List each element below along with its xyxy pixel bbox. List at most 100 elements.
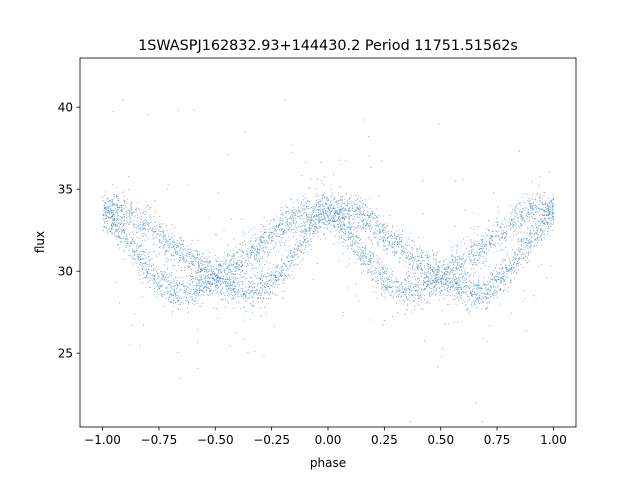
data-point: [463, 291, 465, 293]
data-point: [317, 263, 318, 264]
data-point: [468, 250, 470, 252]
data-point: [428, 264, 430, 265]
data-point: [419, 253, 421, 255]
data-point: [170, 238, 172, 240]
data-point: [187, 183, 189, 185]
data-point: [155, 296, 157, 298]
data-point: [454, 270, 456, 271]
data-point: [369, 261, 371, 262]
data-point: [278, 250, 280, 252]
data-point: [540, 223, 541, 225]
data-point: [343, 225, 345, 227]
data-point: [163, 291, 165, 293]
data-point: [437, 261, 439, 263]
data-point: [155, 230, 156, 232]
data-point: [483, 235, 485, 237]
data-point: [259, 241, 261, 243]
data-point: [502, 278, 504, 280]
data-point: [153, 275, 155, 277]
data-point: [312, 232, 314, 234]
data-point: [552, 217, 553, 219]
data-point: [383, 240, 385, 242]
data-point: [500, 289, 502, 291]
data-point: [356, 214, 358, 215]
data-point: [421, 269, 423, 271]
data-point: [459, 279, 461, 281]
data-point: [477, 259, 478, 261]
data-point: [140, 219, 142, 221]
data-point: [455, 268, 457, 269]
data-point: [416, 248, 418, 250]
data-point: [308, 220, 310, 222]
data-point: [413, 240, 415, 242]
data-point: [112, 205, 114, 207]
data-point: [380, 238, 382, 240]
data-point: [356, 207, 358, 208]
data-point: [301, 202, 302, 204]
data-point: [460, 294, 462, 296]
data-point: [191, 279, 192, 280]
data-point: [426, 276, 428, 278]
data-point: [220, 273, 222, 274]
data-point: [123, 205, 125, 206]
data-point: [250, 254, 252, 255]
data-point: [258, 282, 260, 284]
data-point: [275, 266, 277, 267]
data-point: [276, 277, 278, 278]
data-point: [307, 216, 309, 218]
data-point: [452, 250, 453, 251]
data-point: [342, 223, 344, 225]
data-point: [176, 285, 178, 287]
data-point: [344, 231, 346, 233]
data-point: [195, 251, 197, 252]
data-point: [418, 296, 420, 298]
data-point: [110, 205, 112, 207]
data-point: [230, 258, 232, 260]
data-point: [437, 267, 439, 268]
data-point: [121, 210, 123, 212]
data-point: [140, 258, 142, 260]
data-point: [515, 211, 517, 213]
data-point: [350, 215, 352, 217]
data-point: [304, 248, 306, 250]
data-point: [230, 288, 232, 290]
data-point: [478, 241, 480, 243]
data-point: [156, 244, 158, 246]
data-point: [382, 230, 383, 232]
data-point: [252, 268, 253, 269]
data-point: [360, 239, 362, 240]
data-point: [355, 261, 357, 263]
data-point: [246, 292, 247, 294]
data-point: [280, 220, 281, 221]
data-point: [294, 214, 296, 216]
data-point: [322, 209, 324, 211]
data-point: [352, 207, 353, 209]
data-point: [241, 276, 243, 278]
data-point: [528, 241, 530, 243]
data-point: [167, 286, 169, 288]
data-point: [231, 257, 233, 259]
data-point: [241, 261, 243, 263]
data-point: [305, 245, 307, 246]
data-point: [153, 231, 154, 232]
data-point: [492, 274, 493, 276]
data-point: [255, 258, 257, 260]
data-point: [281, 222, 283, 224]
data-point: [174, 242, 176, 244]
data-point: [163, 236, 165, 238]
data-point: [312, 205, 314, 207]
data-point: [446, 280, 447, 281]
data-point: [375, 267, 377, 269]
data-point: [314, 215, 315, 216]
data-point: [233, 262, 235, 264]
data-point: [354, 202, 355, 204]
data-point: [253, 296, 255, 298]
data-point: [174, 291, 175, 293]
data-point: [493, 252, 494, 254]
data-point: [324, 219, 326, 221]
data-point: [471, 268, 472, 270]
data-point: [244, 295, 246, 297]
data-point: [389, 286, 391, 288]
data-point: [176, 280, 178, 281]
data-point: [549, 213, 551, 215]
